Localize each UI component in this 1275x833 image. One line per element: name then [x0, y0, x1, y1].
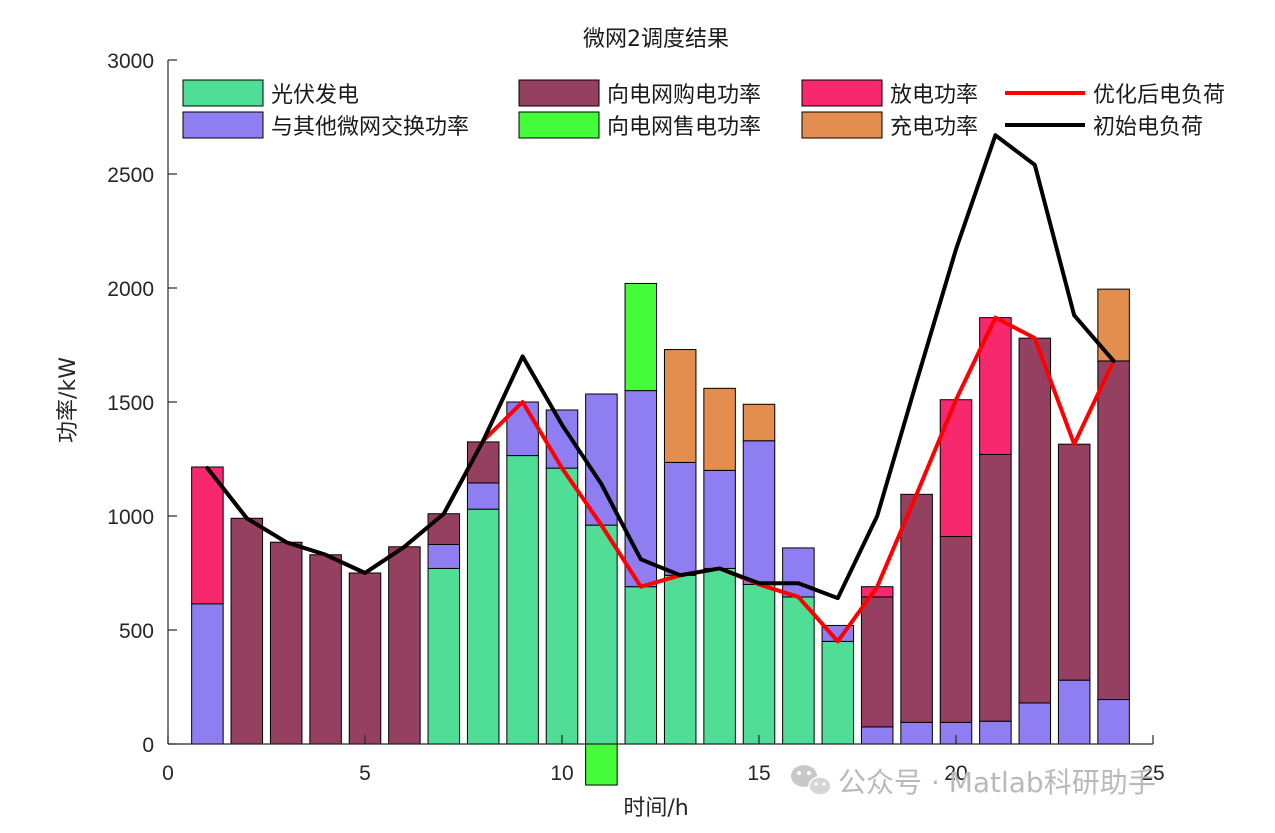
y-tick-label: 1000 [107, 506, 154, 529]
y-tick-label: 0 [142, 734, 154, 757]
bar-pv-h17 [821, 640, 855, 745]
line-initial [205, 133, 1116, 601]
x-tick-label: 20 [944, 762, 967, 785]
legend-label-buy: 向电网购电功率 [607, 83, 761, 108]
x-axis-label: 时间/h [623, 796, 688, 821]
legend-label-charge: 充电功率 [890, 115, 978, 140]
bars-group [191, 282, 1130, 786]
bar-pv-h7 [427, 567, 461, 745]
bar-discharge-h20 [939, 399, 973, 538]
bar-charge-h14 [703, 387, 736, 471]
bar-exchange-h1 [191, 603, 224, 745]
bar-exchange-h9 [506, 401, 539, 457]
bar-pv-h8 [466, 508, 500, 745]
legend-label-initial: 初始电负荷 [1093, 115, 1203, 140]
chart-title: 微网2调度结果 [583, 27, 729, 52]
wechat-icon [791, 765, 832, 796]
bar-pv-h11 [585, 524, 618, 745]
bar-pv-h13 [663, 574, 697, 745]
legend-label-discharge: 放电功率 [890, 83, 978, 108]
legend-label-sell: 向电网售电功率 [607, 115, 761, 140]
y-tick-label: 500 [119, 620, 154, 643]
bar-exchange-h23 [1057, 679, 1091, 745]
bar-charge-h15 [742, 403, 776, 442]
bar-buy-h19 [900, 493, 933, 723]
legend-swatch-pv [182, 79, 264, 107]
lines-group [205, 133, 1116, 644]
bar-exchange-h24 [1097, 699, 1130, 745]
bar-sell-h12 [624, 282, 658, 392]
bar-exchange-h7 [427, 544, 461, 569]
bar-exchange-h13 [663, 461, 697, 576]
bar-pv-h12 [624, 586, 658, 745]
watermark-text: 公众号 · Matlab科研助手 [838, 766, 1156, 799]
bar-buy-h22 [1018, 337, 1052, 704]
bar-buy-h23 [1057, 443, 1091, 681]
bar-buy-h24 [1097, 360, 1130, 701]
bar-buy-h7 [427, 513, 461, 545]
bar-charge-h24 [1097, 288, 1130, 362]
legend-swatch-exchange [182, 111, 264, 139]
bar-buy-h21 [979, 453, 1012, 722]
bar-buy-h4 [309, 554, 342, 745]
bar-pv-h10 [545, 467, 579, 745]
legend-swatch-sell [518, 111, 600, 139]
bar-exchange-h10 [545, 409, 579, 469]
bar-exchange-h19 [900, 721, 933, 745]
legend-label-exchange: 与其他微网交换功率 [271, 115, 469, 140]
y-tick-label: 2000 [107, 278, 154, 301]
x-tick-label: 0 [162, 762, 174, 785]
bar-pv-h9 [506, 455, 539, 745]
bar-exchange-h21 [979, 720, 1012, 745]
bar-buy-h2 [230, 517, 264, 745]
bar-buy-h5 [348, 572, 382, 745]
legend-label-pv: 光伏发电 [271, 83, 359, 108]
x-tick-label: 5 [359, 762, 371, 785]
y-tick-label: 3000 [107, 50, 154, 73]
bar-exchange-h18 [860, 726, 894, 745]
bar-discharge-h1 [191, 466, 224, 605]
bar-pv-h15 [742, 583, 776, 745]
legend-swatch-discharge [801, 79, 883, 107]
y-tick-label: 1500 [107, 392, 154, 415]
axes: 0 500 1000 1500 2000 2500 3000 0 5 10 15 20 25 [107, 50, 1164, 785]
bar-exchange-h14 [703, 469, 736, 569]
x-tick-label: 15 [747, 762, 770, 785]
bar-exchange-h16 [782, 547, 815, 598]
bar-exchange-h22 [1018, 702, 1052, 745]
bar-exchange-h15 [742, 440, 776, 585]
bar-buy-h20 [939, 536, 973, 723]
bar-buy-h6 [388, 546, 421, 745]
legend-swatch-charge [801, 111, 883, 139]
bar-charge-h13 [663, 349, 697, 463]
bar-pv-h14 [703, 567, 736, 745]
y-tick-label: 2500 [107, 164, 154, 187]
legend-label-optimized: 优化后电负荷 [1093, 83, 1225, 108]
bar-buy-h18 [860, 596, 894, 728]
watermark: 公众号 · Matlab科研助手 [791, 765, 1156, 799]
x-tick-label: 10 [550, 762, 573, 785]
legend-swatch-buy [518, 79, 600, 107]
bar-sell-h11 [585, 743, 618, 786]
bar-pv-h16 [782, 596, 815, 745]
y-axis-label: 功率/kW [56, 357, 81, 443]
bar-exchange-h12 [624, 390, 658, 588]
x-tick-label: 25 [1141, 762, 1164, 785]
bar-exchange-h8 [466, 482, 500, 510]
bar-buy-h3 [269, 541, 303, 745]
